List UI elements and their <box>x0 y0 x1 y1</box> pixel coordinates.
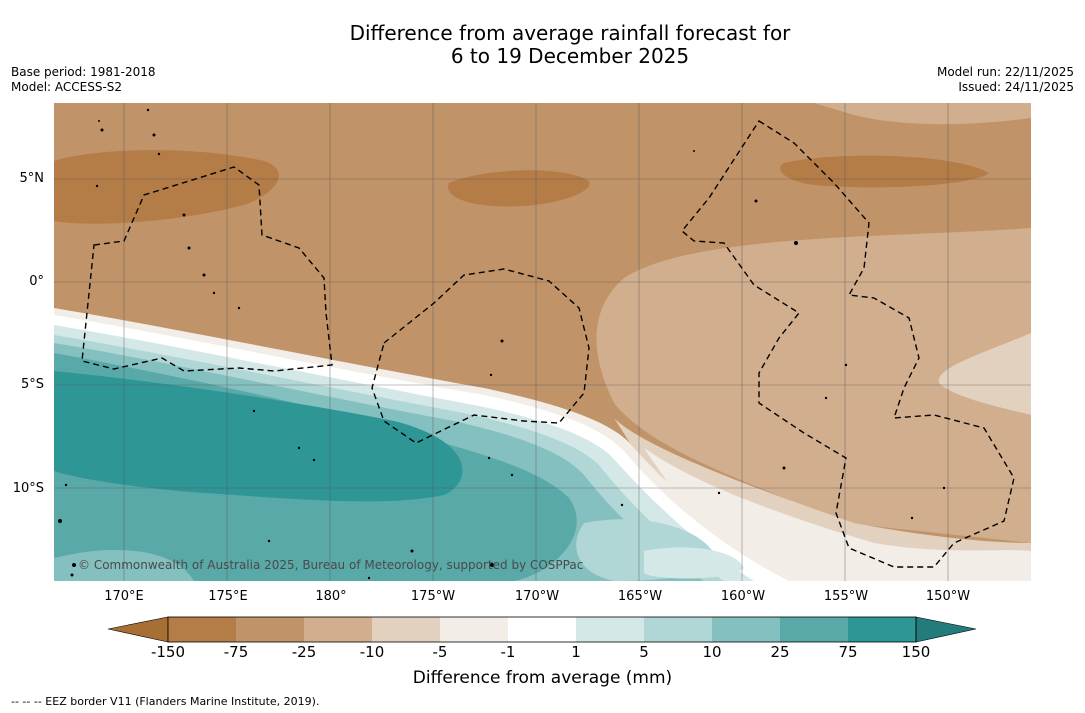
colorbar-label: Difference from average (mm) <box>412 668 673 688</box>
cb-tick: -150 <box>150 643 186 661</box>
lon-label-150w: 150°W <box>925 589 971 604</box>
lon-label-160w: 160°W <box>720 589 766 604</box>
copyright-notice: © Commonwealth of Australia 2025, Bureau… <box>78 558 584 572</box>
cb-tick: 75 <box>838 643 858 661</box>
eez-tokelau-samoa <box>371 268 590 444</box>
lat-label-10s: 10°S <box>12 481 44 496</box>
lon-label-175e: 175°E <box>208 589 248 604</box>
cb-tick: -25 <box>291 643 317 661</box>
run-info: Model run: 22/11/2025 Issued: 24/11/2025 <box>937 65 1074 95</box>
lighter-corner-northeast <box>814 103 1031 125</box>
model-name: Model: ACCESS-S2 <box>11 80 123 94</box>
colorbar-outline <box>167 616 917 643</box>
eez-tuvalu-kiribati <box>81 166 333 372</box>
title-line-1: Difference from average rainfall forecas… <box>349 21 791 45</box>
wet-very-strong <box>54 371 463 502</box>
cb-tick: 25 <box>770 643 790 661</box>
colorbar-high-extension <box>915 616 977 643</box>
colorbar-bin <box>304 617 372 642</box>
cb-tick: -75 <box>223 643 249 661</box>
dry-patch-west <box>54 150 279 224</box>
lat-label-equator: 0° <box>29 274 44 289</box>
cb-tick: 5 <box>639 643 649 661</box>
lon-label-170e: 170°E <box>104 589 144 604</box>
lat-label-5n: 5°N <box>19 171 45 186</box>
colorbar-bin <box>236 617 304 642</box>
lat-label-5s: 5°S <box>20 377 44 392</box>
eez-line-islands <box>681 120 1015 568</box>
lon-label-180: 180° <box>315 589 347 604</box>
base-period: Base period: 1981-2018 <box>11 65 156 79</box>
lon-label-175w: 175°W <box>410 589 456 604</box>
cb-tick: -10 <box>359 643 385 661</box>
colorbar-bin <box>168 617 236 642</box>
colorbar-bin <box>576 617 644 642</box>
rainfall-anomaly-map <box>54 103 1031 581</box>
title-line-2: 6 to 19 December 2025 <box>450 44 690 68</box>
colorbar-bin <box>780 617 848 642</box>
eez-borders <box>81 120 1015 568</box>
lon-label-170w: 170°W <box>514 589 560 604</box>
colorbar-bin <box>440 617 508 642</box>
model-info: Base period: 1981-2018 Model: ACCESS-S2 <box>11 65 156 95</box>
colorbar-bin <box>372 617 440 642</box>
cb-tick: -5 <box>432 643 448 661</box>
colorbar-low-extension <box>107 616 169 643</box>
islands <box>58 108 946 580</box>
colorbar-bin <box>508 617 576 642</box>
graticule <box>54 103 1031 581</box>
cb-tick: 10 <box>702 643 722 661</box>
map-title: Difference from average rainfall forecas… <box>0 22 1085 68</box>
moderate-dry-east <box>596 228 1031 543</box>
model-run-date: Model run: 22/11/2025 <box>936 65 1074 79</box>
colorbar <box>107 616 978 648</box>
lon-label-155w: 155°W <box>823 589 869 604</box>
light-dry-east-bulge <box>938 333 1031 415</box>
wet-very-light-patch-south <box>644 547 744 579</box>
lon-label-165w: 165°W <box>617 589 663 604</box>
dry-patch-east <box>780 155 989 188</box>
cb-tick: -1 <box>500 643 516 661</box>
colorbar-bin <box>644 617 712 642</box>
colorbar-bin <box>712 617 780 642</box>
cb-tick: 150 <box>901 643 931 661</box>
eez-legend: -- -- -- EEZ border V11 (Flanders Marine… <box>11 695 320 708</box>
issued-date: Issued: 24/11/2025 <box>958 80 1074 94</box>
colorbar-bin <box>848 617 916 642</box>
dry-patch-central <box>448 170 590 207</box>
cb-tick: 1 <box>571 643 581 661</box>
